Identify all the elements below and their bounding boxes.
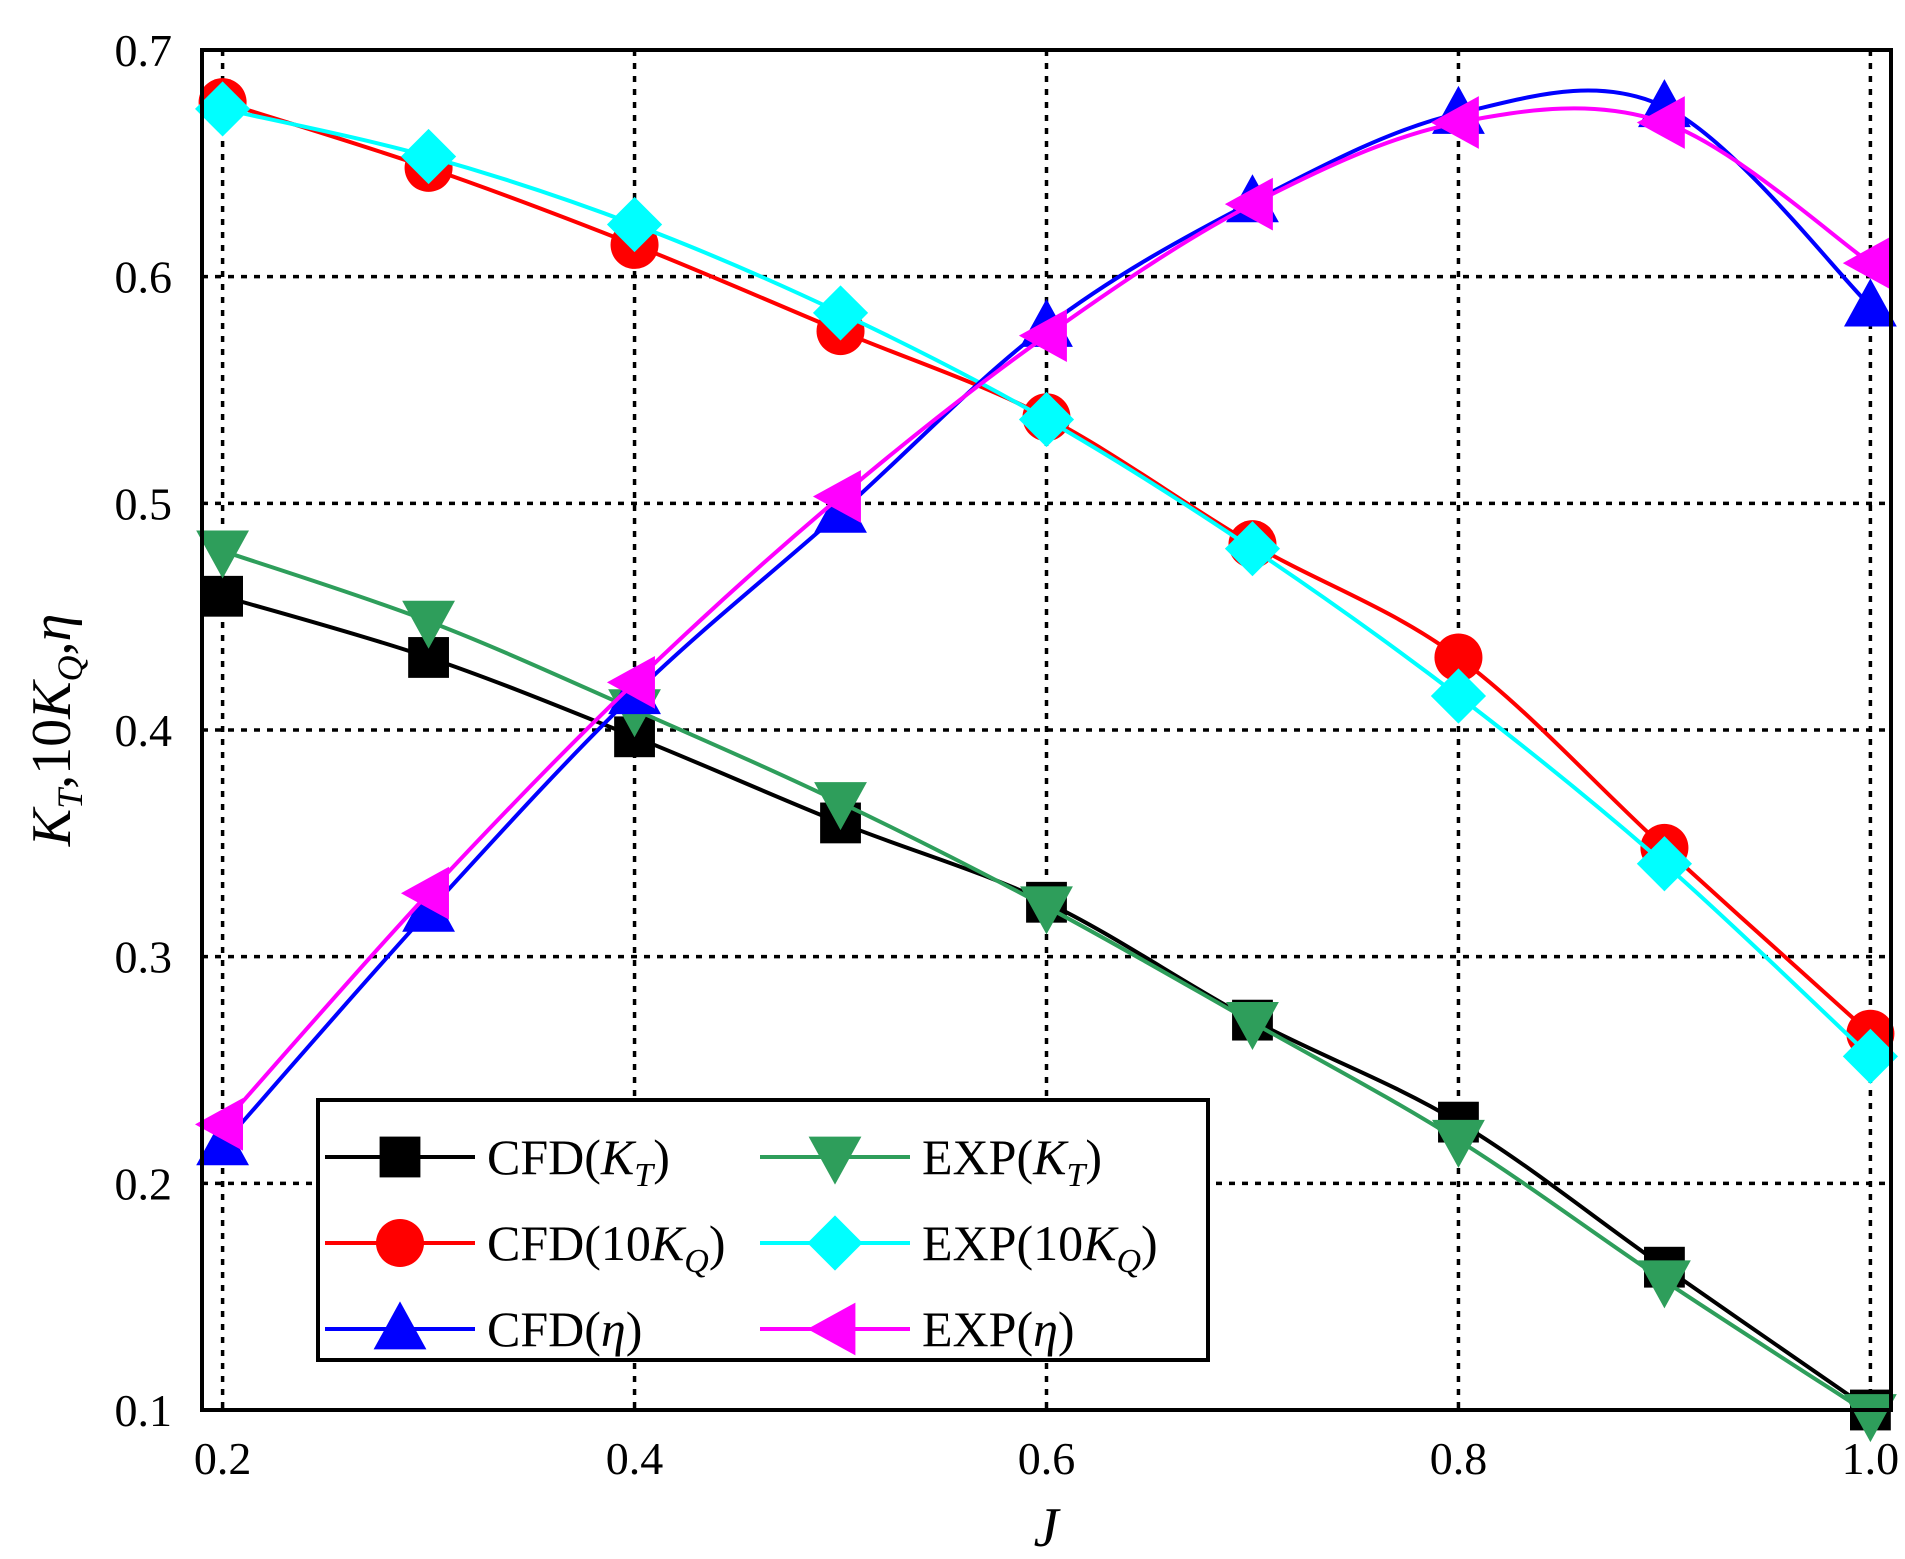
data-point: [402, 600, 455, 649]
data-point: [1432, 1119, 1485, 1168]
data-point: [1224, 177, 1273, 231]
x-tick-label: 0.6: [1018, 1433, 1076, 1484]
legend-label: EXP(10KQ): [922, 1215, 1158, 1280]
series-line: [222, 106, 1872, 1058]
data-point: [814, 782, 867, 831]
x-tick-label: 0.2: [194, 1433, 252, 1484]
data-point: [202, 575, 243, 617]
legend-marker: [808, 1136, 862, 1185]
legend-item: CFD(η): [325, 1301, 642, 1357]
data-point: [1434, 633, 1483, 682]
legend-label: CFD(η): [487, 1301, 642, 1357]
x-tick-label: 0.8: [1430, 1433, 1488, 1484]
plot-frame: [200, 48, 1893, 1412]
data-point: [1224, 521, 1281, 577]
series-line: [221, 100, 1872, 1036]
series-3: [194, 81, 1899, 1084]
y-tick-label: 0.4: [115, 705, 173, 756]
data-point: [1844, 278, 1897, 327]
legend-marker: [807, 1302, 856, 1356]
y-tick-label: 0.6: [115, 252, 173, 303]
legend-marker: [807, 1215, 863, 1271]
y-tick-label: 0.2: [115, 1158, 173, 1209]
data-point: [812, 470, 861, 523]
data-point: [1018, 309, 1067, 362]
data-point: [400, 866, 449, 920]
legend-item: EXP(10KQ): [760, 1215, 1158, 1280]
legend-item: CFD(KT): [325, 1129, 670, 1194]
legend: CFD(KT) EXP(KT) CFD(10KQ) EXP(10KQ) CFD(η) EX…: [316, 1098, 1210, 1362]
legend-item: EXP(KT): [760, 1129, 1102, 1194]
y-axis-label: KT,10KQ,η: [21, 614, 90, 848]
legend-item: EXP(η): [760, 1301, 1075, 1357]
data-point: [194, 1098, 243, 1151]
data-point: [1636, 96, 1685, 149]
data-point: [400, 128, 457, 185]
data-point: [196, 530, 249, 579]
series-layer: [194, 78, 1899, 1443]
data-point: [812, 285, 869, 341]
data-point: [1636, 836, 1693, 892]
data-point: [1842, 236, 1891, 290]
legend-item: CFD(10KQ): [325, 1215, 726, 1280]
series-5: [194, 96, 1891, 1151]
y-tick-label: 0.3: [115, 932, 173, 983]
data-point: [1430, 668, 1487, 724]
data-point: [1020, 886, 1073, 935]
legend-box: [316, 1098, 1210, 1362]
legend-label: CFD(10KQ): [487, 1215, 726, 1280]
y-tick-label: 0.7: [115, 25, 173, 76]
data-point: [1226, 1002, 1279, 1050]
y-tick-label: 0.1: [115, 1385, 173, 1436]
x-tick-label: 0.4: [606, 1433, 664, 1484]
data-point: [194, 81, 251, 137]
data-point: [1430, 96, 1479, 149]
y-tick-label: 0.5: [115, 478, 173, 529]
ticks: 0.2 0.4 0.6 0.8 1.0 0.1 0.2 0.3 0.4 0.5 0.6 0.7: [115, 25, 1900, 1484]
legend-label: CFD(KT): [487, 1129, 670, 1194]
data-point: [606, 656, 655, 709]
data-point: [606, 196, 663, 253]
x-axis-label: J: [1034, 1497, 1062, 1559]
data-point: [1018, 391, 1075, 448]
legend-label: EXP(KT): [922, 1129, 1102, 1194]
series-line: [221, 106, 1872, 1126]
data-point: [1842, 1028, 1899, 1084]
data-point: [1844, 1394, 1897, 1443]
legend-label: EXP(η): [922, 1301, 1075, 1357]
legend-marker: [373, 1301, 427, 1350]
data-point: [196, 1117, 249, 1166]
legend-marker: [379, 1136, 421, 1178]
legend-marker: [376, 1219, 424, 1267]
data-point: [1638, 1260, 1691, 1309]
x-tick-label: 1.0: [1842, 1433, 1900, 1484]
